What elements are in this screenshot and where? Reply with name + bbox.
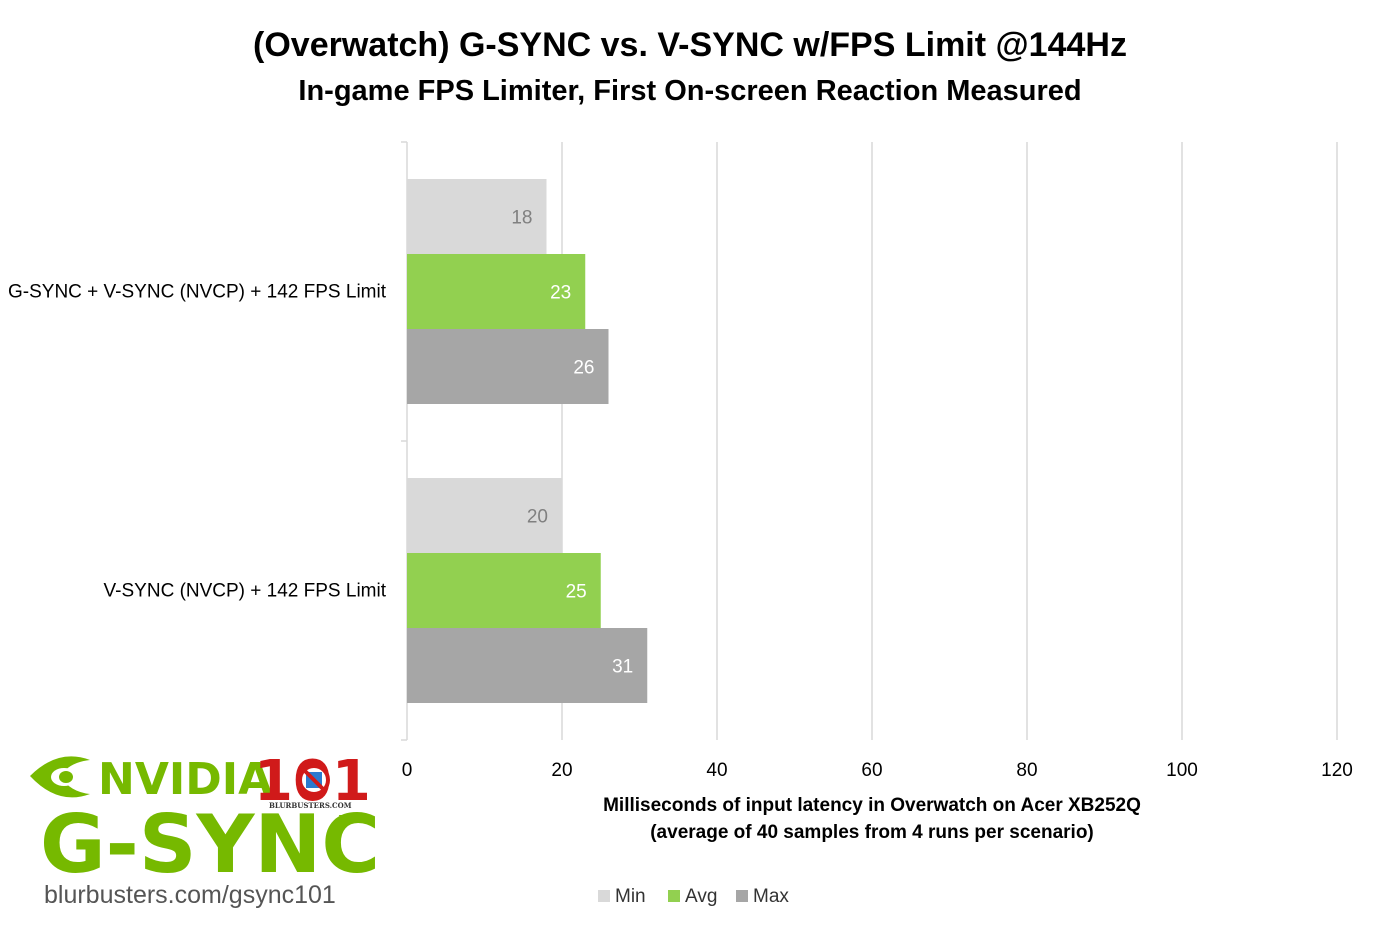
- category-labels: G-SYNC + V-SYNC (NVCP) + 142 FPS Limit V-…: [8, 282, 387, 602]
- data-label-max: 31: [612, 657, 633, 678]
- bar-max: [407, 628, 648, 703]
- chart-subtitle: In-game FPS Limiter, First On-screen Rea…: [298, 75, 1081, 107]
- category-label: V-SYNC (NVCP) + 142 FPS Limit: [104, 581, 387, 602]
- bar-min: [407, 179, 547, 254]
- trademark-mark: TM: [338, 814, 354, 825]
- data-label-min: 18: [511, 208, 532, 229]
- x-tick-label: 60: [861, 760, 882, 781]
- blurbusters-small-text: BLURBUSTERS.COM: [269, 801, 352, 810]
- data-label-avg: 23: [550, 283, 571, 304]
- data-label-min: 20: [527, 507, 548, 528]
- bar-avg: [407, 553, 601, 628]
- data-label-avg: 25: [566, 582, 587, 603]
- legend-swatch-max: [736, 890, 748, 902]
- x-axis-title-line2: (average of 40 samples from 4 runs per s…: [650, 822, 1094, 843]
- x-tick-label: 120: [1321, 760, 1353, 781]
- chart-title: (Overwatch) G-SYNC vs. V-SYNC w/FPS Limi…: [253, 26, 1127, 64]
- nvidia-gsync-logo: NVIDIA 101 BLURBUSTERS.COM G-SYNC TM blu…: [30, 749, 380, 909]
- legend: Min Avg Max: [598, 886, 789, 907]
- x-tick-label: 40: [706, 760, 727, 781]
- no-tearing-icon: [298, 764, 330, 796]
- legend-label-max: Max: [753, 886, 789, 907]
- logo-url: blurbusters.com/gsync101: [44, 881, 336, 909]
- bar-min: [407, 478, 562, 553]
- x-tick-label: 80: [1016, 760, 1037, 781]
- x-tick-labels: 0 20 40 60 80 100 120: [402, 760, 1353, 781]
- bars: 18 23 26 20 25 31: [407, 179, 648, 703]
- x-tick-label: 100: [1166, 760, 1198, 781]
- legend-swatch-avg: [668, 890, 680, 902]
- gsync-wordmark: G-SYNC: [40, 798, 380, 891]
- nvidia-wordmark: NVIDIA: [98, 754, 272, 805]
- legend-swatch-min: [598, 890, 610, 902]
- bar-avg: [407, 254, 586, 329]
- x-axis-title-line1: Milliseconds of input latency in Overwat…: [603, 795, 1141, 816]
- data-label-max: 26: [573, 358, 594, 379]
- x-tick-label: 20: [551, 760, 572, 781]
- nvidia-eye-icon: [30, 756, 90, 798]
- legend-label-min: Min: [615, 886, 646, 907]
- bar-max: [407, 329, 609, 404]
- x-tick-label: 0: [402, 760, 413, 781]
- category-label: G-SYNC + V-SYNC (NVCP) + 142 FPS Limit: [8, 282, 387, 303]
- legend-label-avg: Avg: [685, 886, 717, 907]
